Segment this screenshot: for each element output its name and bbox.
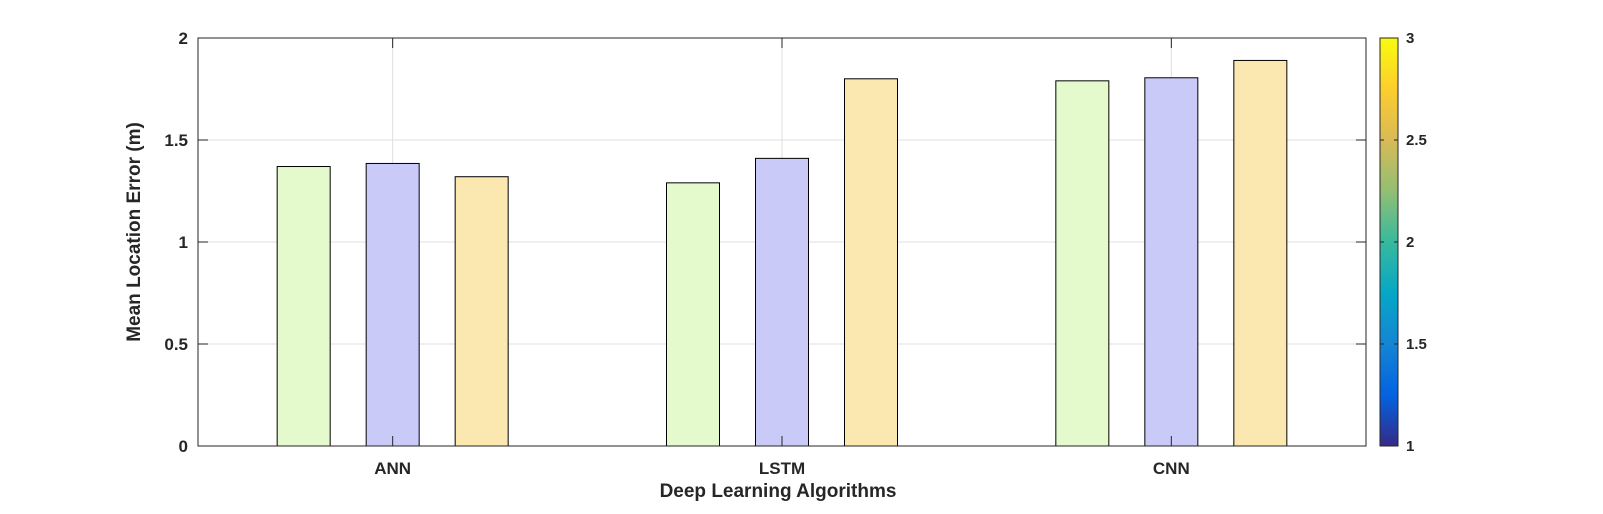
y-tick-label: 0.5 [164, 335, 188, 354]
bar-ann-2 [365, 162, 420, 447]
bar-lstm-1 [666, 182, 720, 447]
x-axis-title: Deep Learning Algorithms [660, 481, 897, 502]
x-tick-label: LSTM [759, 459, 805, 478]
x-tick-label: ANN [374, 459, 411, 478]
y-tick-label: 0 [179, 437, 188, 456]
y-tick-label: 1 [179, 233, 188, 252]
colorbar-ticks: 1 1.5 2 2.5 3 [1380, 30, 1427, 455]
x-axis: ANN LSTM CNN [374, 38, 1190, 478]
bar-cnn-3 [1233, 59, 1288, 447]
colorbar-tick-label: 3 [1406, 30, 1414, 47]
colorbar-tick-label: 1 [1406, 438, 1414, 455]
colorbar-tick-label: 2 [1406, 234, 1414, 251]
bar-cnn-1 [1055, 80, 1110, 447]
bar-cnn-2 [1144, 77, 1199, 447]
y-axis-title: Mean Location Error (m) [124, 122, 145, 342]
bar-ann-1 [276, 166, 331, 447]
bar-lstm-2 [755, 157, 809, 447]
bars [276, 59, 1288, 447]
bar-ann-3 [454, 176, 509, 447]
y-tick-label: 1.5 [164, 131, 188, 150]
y-tick-label: 2 [179, 29, 188, 48]
y-axis: 0 0.5 1 1.5 2 [164, 29, 1366, 456]
colorbar-tick-label: 2.5 [1406, 132, 1427, 149]
bar-lstm-3 [844, 78, 898, 447]
colorbar-tick-label: 1.5 [1406, 336, 1427, 353]
x-tick-label: CNN [1153, 459, 1190, 478]
